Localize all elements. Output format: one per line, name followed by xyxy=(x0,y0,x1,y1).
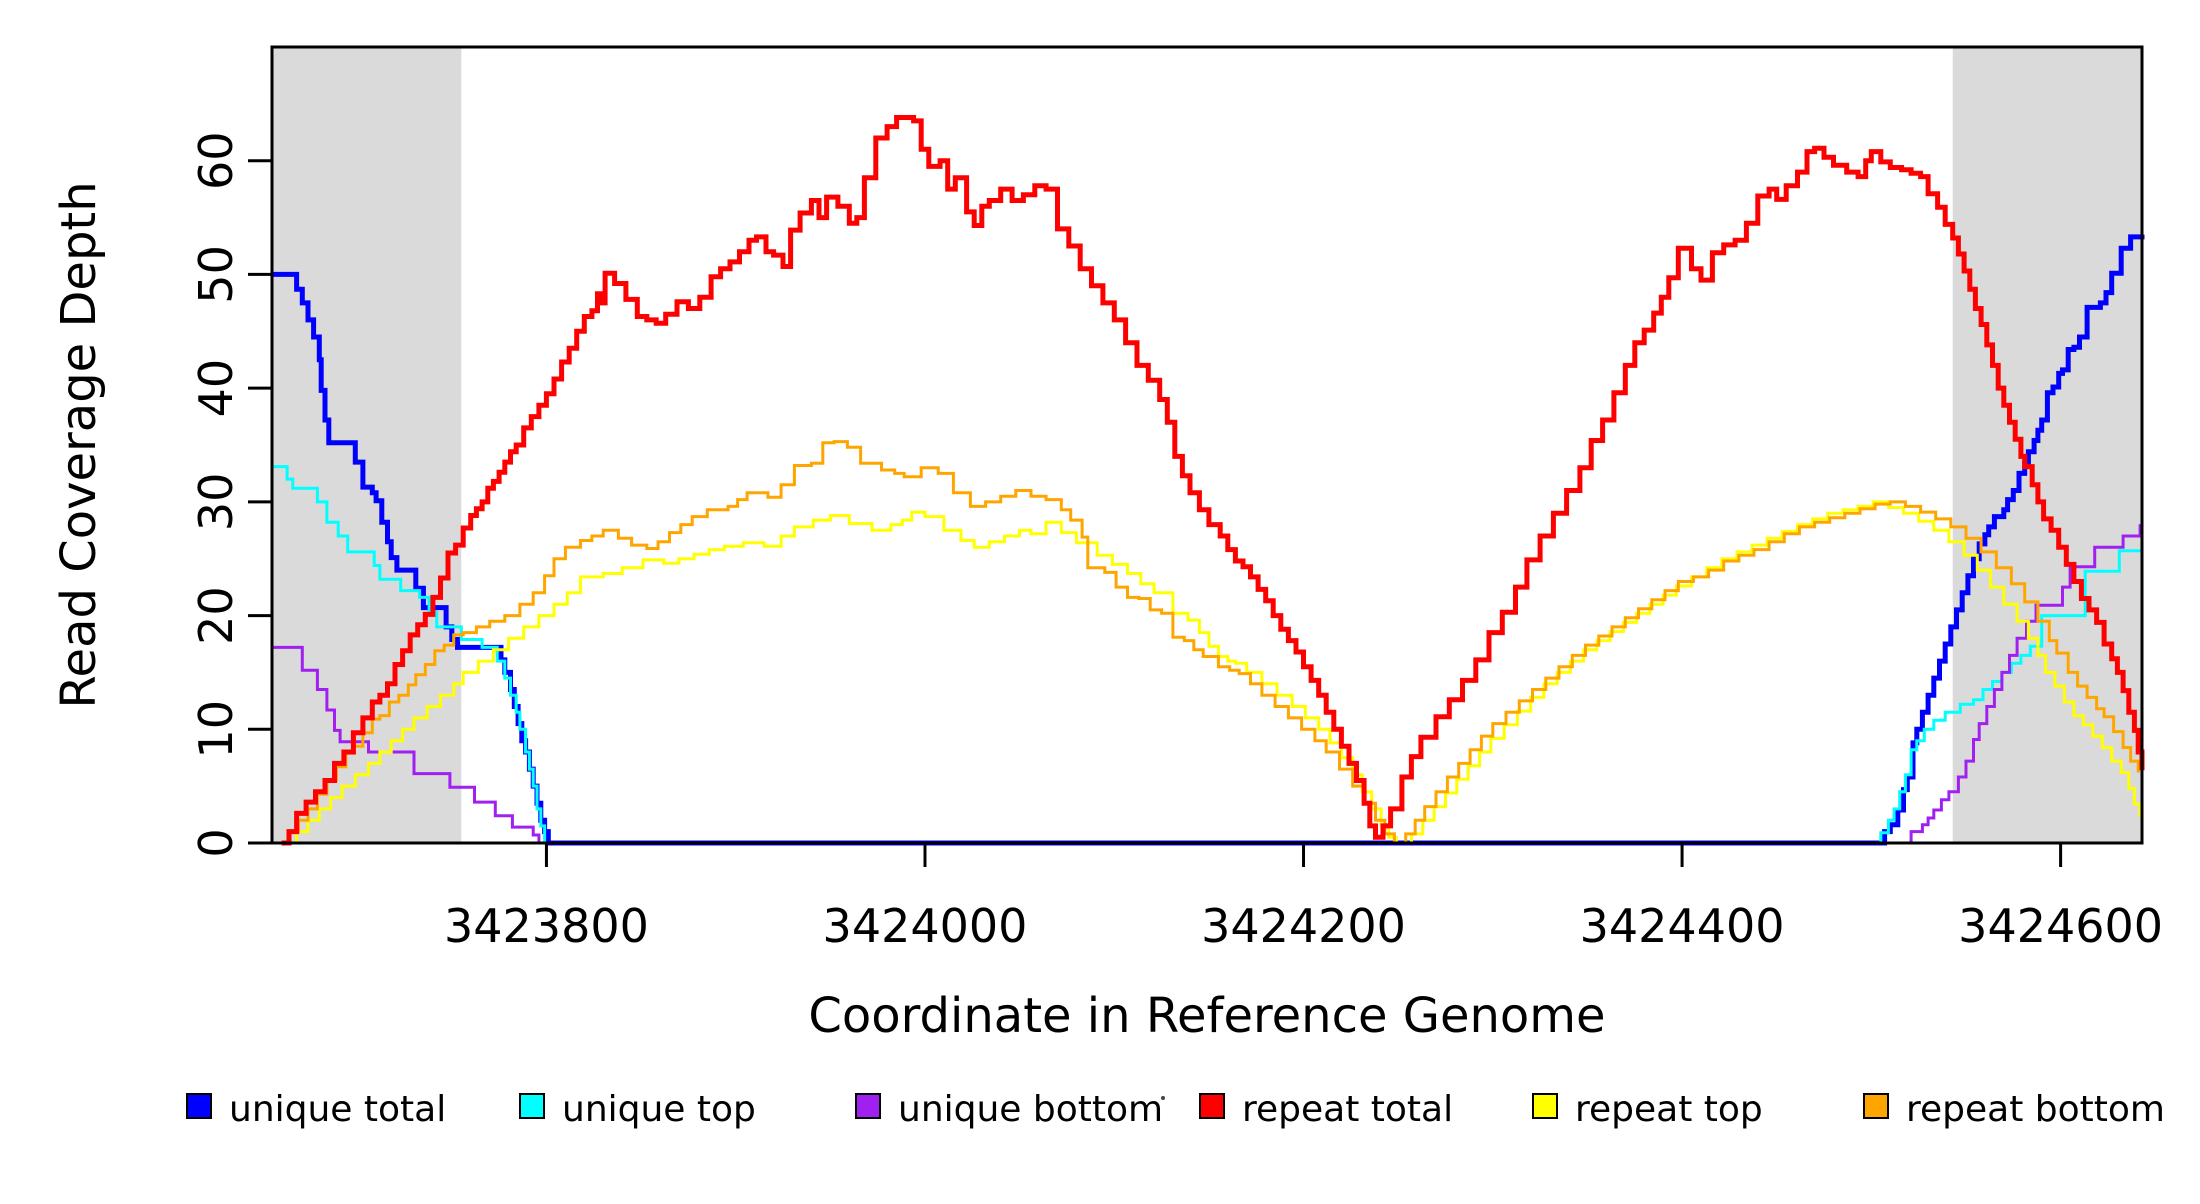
y-tick-label: 20 xyxy=(189,586,243,645)
y-tick-label: 60 xyxy=(189,131,243,190)
legend-swatch-unique-total xyxy=(186,1093,212,1119)
axes: 3423800 3424000 3424200 3424400 3424600 0 10 20… xyxy=(189,131,2163,953)
series-line-repeat-bottom xyxy=(277,440,2140,845)
x-tick-label: 3424000 xyxy=(823,899,1028,953)
legend-label-unique-bottom: unique bottom xyxy=(898,1089,1163,1130)
y-tick-label: 40 xyxy=(189,359,243,418)
y-tick-label: 50 xyxy=(189,245,243,304)
y-tick-label: 30 xyxy=(189,473,243,532)
y-axis-title: Read Coverage Depth xyxy=(51,181,107,708)
y-tick-label: 10 xyxy=(189,700,243,759)
legend-swatch-unique-top xyxy=(519,1093,545,1119)
legend-label-repeat-bottom: repeat bottom xyxy=(1906,1089,2165,1130)
x-tick-label: 3424400 xyxy=(1580,899,1785,953)
series-line-unique-top xyxy=(272,465,2142,845)
legend-label-repeat-total: repeat total xyxy=(1242,1089,1453,1130)
x-tick-label: 3424600 xyxy=(1958,899,2163,953)
stray-dot xyxy=(1161,1096,1165,1100)
x-axis-title: Coordinate in Reference Genome xyxy=(808,988,1605,1044)
series-lines xyxy=(272,115,2145,846)
legend: unique total unique top unique bottom repea… xyxy=(186,1089,2165,1130)
legend-label-unique-total: unique total xyxy=(229,1089,446,1130)
series-line-unique-total xyxy=(272,234,2145,846)
series-line-unique-bottom xyxy=(272,524,2142,845)
x-tick-label: 3424200 xyxy=(1201,899,1406,953)
legend-swatch-repeat-bottom xyxy=(1863,1093,1889,1119)
legend-label-repeat-top: repeat top xyxy=(1575,1089,1763,1130)
legend-label-unique-top: unique top xyxy=(562,1089,756,1130)
y-tick-label: 0 xyxy=(189,828,243,857)
series-line-repeat-top xyxy=(283,500,2142,845)
legend-swatch-repeat-total xyxy=(1199,1093,1225,1119)
legend-swatch-repeat-top xyxy=(1532,1093,1558,1119)
x-tick-label: 3423800 xyxy=(444,899,649,953)
shaded-regions xyxy=(272,47,2142,843)
shaded-region xyxy=(1952,47,2142,843)
legend-swatch-unique-bottom xyxy=(855,1093,881,1119)
plot-border xyxy=(270,45,2144,845)
shaded-region xyxy=(272,47,462,843)
series-line-repeat-total xyxy=(281,115,2145,846)
